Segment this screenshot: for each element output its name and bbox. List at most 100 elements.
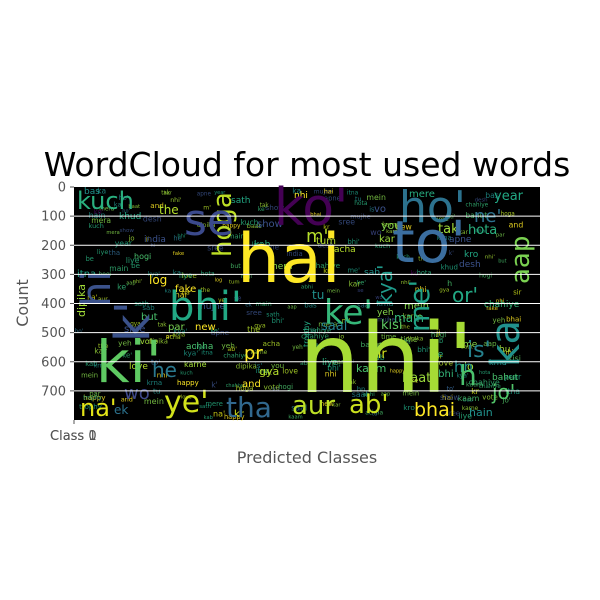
wordcloud-filler-word: ji	[145, 236, 149, 242]
wordcloud-filler-word: jo'	[502, 396, 511, 405]
wordcloud-filler-word: be	[316, 342, 325, 350]
wordcloud-filler-word: karne	[462, 406, 479, 412]
wordcloud-filler-word: yeh	[292, 345, 303, 351]
wordcloud-word: karne	[184, 360, 207, 369]
wordcloud-filler-word: h	[447, 279, 452, 288]
wordcloud-word: hain	[469, 406, 493, 419]
wordcloud-filler-word: main	[228, 232, 245, 240]
wordcloud-filler-word: nhi'	[133, 279, 142, 285]
wordcloud-filler-word: baat	[247, 222, 262, 230]
wordcloud-word: hu	[499, 345, 510, 355]
wordcloud-filler-word: nhi	[496, 298, 505, 304]
wordcloud-word: be	[432, 350, 444, 360]
wordcloud-filler-word: love	[437, 359, 454, 368]
wordcloud-word: hogi	[134, 252, 151, 261]
wordcloud-filler-word: ek	[245, 302, 252, 308]
wordcloud-filler-word: love	[181, 395, 192, 401]
wordcloud-filler-word: tu	[355, 196, 361, 203]
wordcloud-filler-word: kab	[85, 360, 97, 368]
wordcloud-filler-word: ko'	[94, 208, 104, 216]
wordcloud-filler-word: na'	[87, 294, 97, 302]
wordcloud-word: hai	[237, 220, 341, 299]
wordcloud-word: hn	[454, 358, 473, 376]
wordcloud-word: bhi'	[169, 284, 242, 330]
wordcloud-filler-word: tha	[109, 249, 120, 257]
wordcloud-word: mera	[269, 262, 293, 272]
wordcloud-filler-word: trophy	[79, 403, 102, 411]
wordcloud-word: mere	[409, 189, 435, 200]
wordcloud-filler-word: ka	[114, 200, 122, 208]
wordcloud-word: to'	[392, 208, 466, 276]
wordcloud-filler-word: fake	[486, 306, 498, 312]
wordcloud-filler-word: happy	[83, 393, 106, 402]
wordcloud-word: you	[381, 219, 401, 232]
wordcloud-word: aur	[292, 391, 335, 421]
wordcloud-filler-word: aap	[287, 304, 296, 310]
wordcloud-word: kuch	[77, 187, 134, 215]
wordcloud-word: hoga	[208, 192, 238, 257]
wordcloud-filler-word: kaam	[458, 394, 480, 403]
wordcloud-word: kro	[464, 250, 479, 260]
wordcloud-filler-word: ki'	[449, 214, 456, 220]
wordcloud-word: bas	[84, 187, 100, 197]
wordcloud-filler-word: tak	[158, 323, 168, 329]
wordcloud-filler-word: sath	[266, 312, 279, 319]
wordcloud-filler-word: nhi	[157, 371, 168, 379]
wordcloud-word: abhi	[432, 369, 454, 380]
wordcloud-word: vote	[140, 337, 158, 346]
wordcloud-filler-word: chahiye	[312, 261, 341, 270]
wordcloud-filler-word: liye	[458, 411, 472, 420]
wordcloud-filler-word: mere	[206, 400, 223, 408]
wordcloud-filler-word: sree	[338, 217, 355, 226]
wordcloud-filler-word: kya'	[174, 328, 188, 336]
wordcloud-filler-word: krna	[437, 234, 452, 242]
wordcloud-word: tum	[316, 236, 336, 247]
wordcloud-filler-word: ab'	[227, 346, 237, 353]
wordcloud-filler-word: chahiye	[304, 325, 332, 334]
wordcloud-word: pr	[244, 343, 263, 364]
wordcloud-filler-word: the	[401, 325, 410, 331]
wordcloud-filler-word: mujhe	[350, 213, 370, 221]
wordcloud-filler-word: pr	[166, 334, 172, 340]
wordcloud-filler-word: new	[396, 222, 412, 231]
wordcloud-filler-word: hai	[324, 188, 334, 196]
wordcloud-filler-word: hn	[357, 386, 366, 394]
wordcloud-filler-word: bhi'	[348, 238, 360, 246]
wordcloud-filler-word: jo	[338, 333, 345, 341]
wordcloud-filler-word: abhi	[300, 360, 313, 367]
wordcloud-filler-word: m'	[203, 205, 211, 212]
wordcloud-filler-word: sab	[142, 304, 154, 312]
wordcloud-word: sath	[231, 196, 250, 206]
wordcloud-filler-word: he	[173, 234, 181, 242]
wordcloud-filler-word: ho'	[122, 208, 130, 214]
wordcloud-filler-word: nhi'	[485, 255, 495, 261]
wordcloud-filler-word: but	[498, 259, 506, 265]
wordcloud-filler-word: bhi'	[177, 233, 186, 239]
wordcloud-word: aap	[506, 236, 536, 284]
wordcloud-filler-word: the	[247, 325, 260, 334]
wordcloud-filler-word: kab	[204, 415, 213, 421]
wordcloud-filler-word: kr	[373, 341, 381, 350]
wordcloud-filler-word: par	[89, 390, 101, 398]
wordcloud-filler-word: gya	[254, 322, 266, 329]
wordcloud-filler-word: se	[357, 288, 364, 294]
wordcloud-filler-word: dipika	[406, 336, 424, 342]
wordcloud-filler-word: itna	[347, 190, 359, 196]
wordcloud-filler-word: bhi'	[272, 317, 285, 325]
wordcloud-filler-word: mujhe	[377, 318, 395, 324]
wordcloud-filler-word: wo	[375, 295, 382, 301]
wordcloud-filler-word: to'	[447, 386, 455, 393]
wordcloud-filler-word: ke'	[117, 283, 128, 292]
wordcloud-filler-word: acha	[172, 333, 185, 339]
x-tick-label: Class 0	[50, 429, 97, 444]
wordcloud-filler-word: nhi	[415, 285, 427, 294]
wordcloud-filler-word: yeh	[118, 338, 132, 347]
wordcloud-filler-word: fake	[405, 377, 418, 384]
wordcloud-word: apne	[449, 235, 472, 245]
y-tick-label: 700	[41, 384, 66, 399]
wordcloud-word: wo	[124, 383, 150, 404]
wordcloud-word: jo'	[491, 380, 515, 404]
wordcloud-filler-word: new	[320, 400, 334, 408]
wordcloud-word: year	[494, 189, 524, 204]
